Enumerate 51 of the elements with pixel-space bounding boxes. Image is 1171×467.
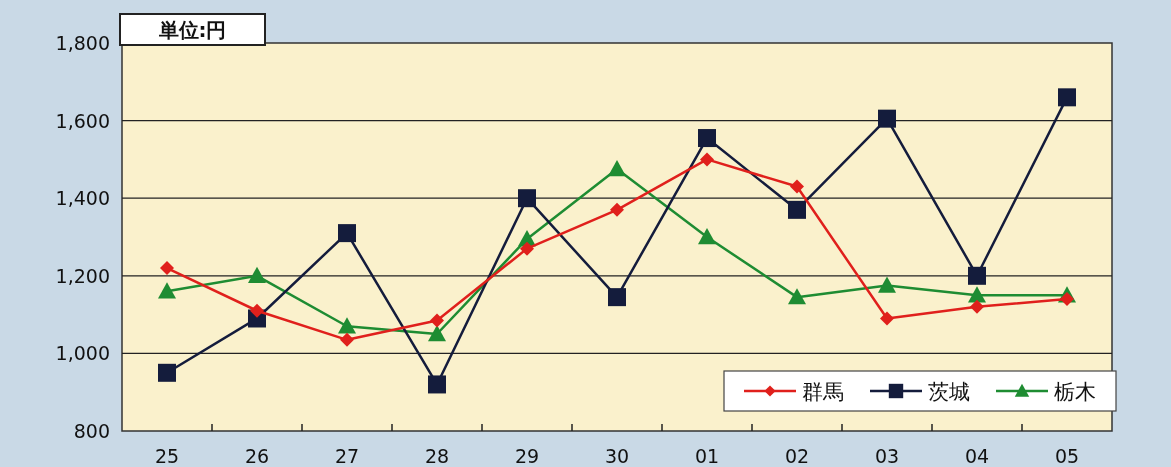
point (518, 189, 536, 208)
point (428, 375, 446, 394)
point (338, 317, 356, 334)
point (520, 241, 534, 256)
point (700, 152, 714, 167)
legend-label: 栃木 (1054, 380, 1096, 404)
point (428, 325, 446, 342)
point (430, 313, 444, 328)
x-tick-label: 27 (334, 445, 360, 467)
point (158, 282, 176, 299)
point (608, 288, 626, 307)
y-tick-label: 1,200 (55, 264, 110, 287)
x-tick-label: 01 (694, 445, 720, 467)
x-tick-label: 28 (424, 445, 450, 467)
point (250, 303, 264, 318)
point (248, 266, 266, 283)
y-tick-label: 1,000 (55, 342, 110, 365)
point (338, 224, 356, 243)
x-tick-label: 26 (244, 445, 270, 467)
point (970, 299, 984, 314)
y-tick-label: 1,600 (55, 109, 110, 132)
legend-label: 群馬 (802, 380, 844, 404)
annotation: 単位:円 (119, 13, 266, 46)
x-tick-label: 03 (874, 445, 900, 467)
legend-label: 茨城 (928, 380, 970, 404)
x-tick-label: 04 (964, 445, 990, 467)
y-tick-label: 800 (73, 420, 110, 442)
point (968, 286, 986, 303)
point (790, 179, 804, 194)
y-tick-label: 1,400 (55, 187, 110, 210)
point (880, 311, 894, 326)
point (698, 228, 716, 245)
point (878, 276, 896, 293)
point (788, 288, 806, 305)
point (608, 160, 626, 177)
x-tick-label: 05 (1054, 445, 1080, 467)
x-tick-label: 25 (154, 445, 180, 467)
point (158, 363, 176, 382)
y-tick-label: 1,800 (55, 32, 110, 54)
point (1060, 292, 1074, 307)
point (610, 202, 624, 217)
point (698, 129, 716, 148)
point (340, 332, 354, 347)
point (968, 266, 986, 285)
point (1058, 88, 1076, 107)
x-tick-label: 02 (784, 445, 810, 467)
point (160, 261, 174, 276)
x-tick-label: 30 (604, 445, 630, 467)
point (788, 200, 806, 219)
x-tick-label: 29 (514, 445, 540, 467)
point (878, 109, 896, 128)
